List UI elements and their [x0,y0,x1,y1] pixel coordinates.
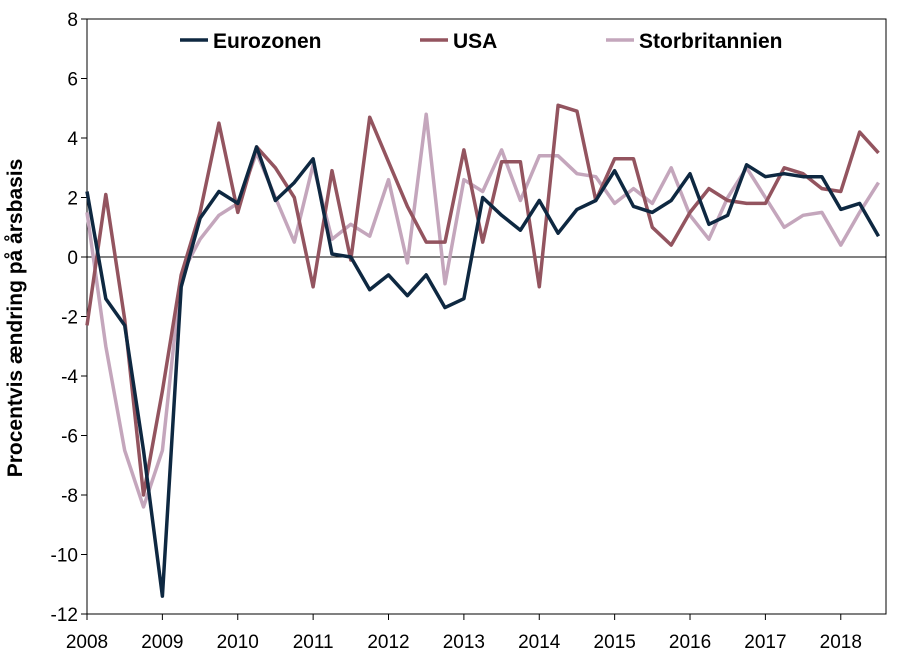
series-line-usa [85,103,880,497]
y-tick-labels: 8 6 4 2 0 -2 -4 -6 -8 -10 -12 [51,10,79,626]
y-tick-label: 0 [67,248,78,269]
x-tick-label: 2011 [293,632,334,653]
y-tick-label: 2 [67,189,78,210]
y-tick-label: -6 [61,427,78,448]
y-axis-label: Procentvis ændring på årsbasis [4,159,27,478]
y-tick-label: -10 [51,546,78,567]
y-tick-label: 8 [67,10,78,31]
legend: Eurozonen USA Storbritannien [180,30,783,53]
series-line-eurozonen [85,145,881,598]
x-tick-label: 2018 [820,632,862,653]
x-tick-label: 2012 [367,632,409,653]
y-tick-label: 4 [67,129,78,150]
x-tick-label: 2014 [518,632,561,653]
y-tick-label: -8 [61,486,78,507]
x-tick-label: 2010 [217,632,259,653]
x-tick-label: 2008 [66,632,108,653]
y-tick-label: -12 [51,605,78,626]
x-tick-label: 2013 [443,632,485,653]
legend-label: Eurozonen [213,30,322,53]
plot-frame [86,18,887,615]
y-tick-label: 6 [67,70,78,91]
legend-label: USA [453,30,497,53]
x-tick-label: 2017 [744,632,786,653]
legend-label: Storbritannien [639,30,783,53]
axes [81,18,887,620]
series-lines [85,103,881,598]
x-tick-label: 2015 [594,632,636,653]
y-tick-label: -4 [61,367,78,388]
x-tick-labels: 2008 2009 2010 2011 2012 2013 2014 2015 2016 2017… [66,632,862,653]
x-tick-label: 2016 [669,632,711,653]
x-tick-label: 2009 [141,632,183,653]
y-tick-label: -2 [61,308,78,329]
